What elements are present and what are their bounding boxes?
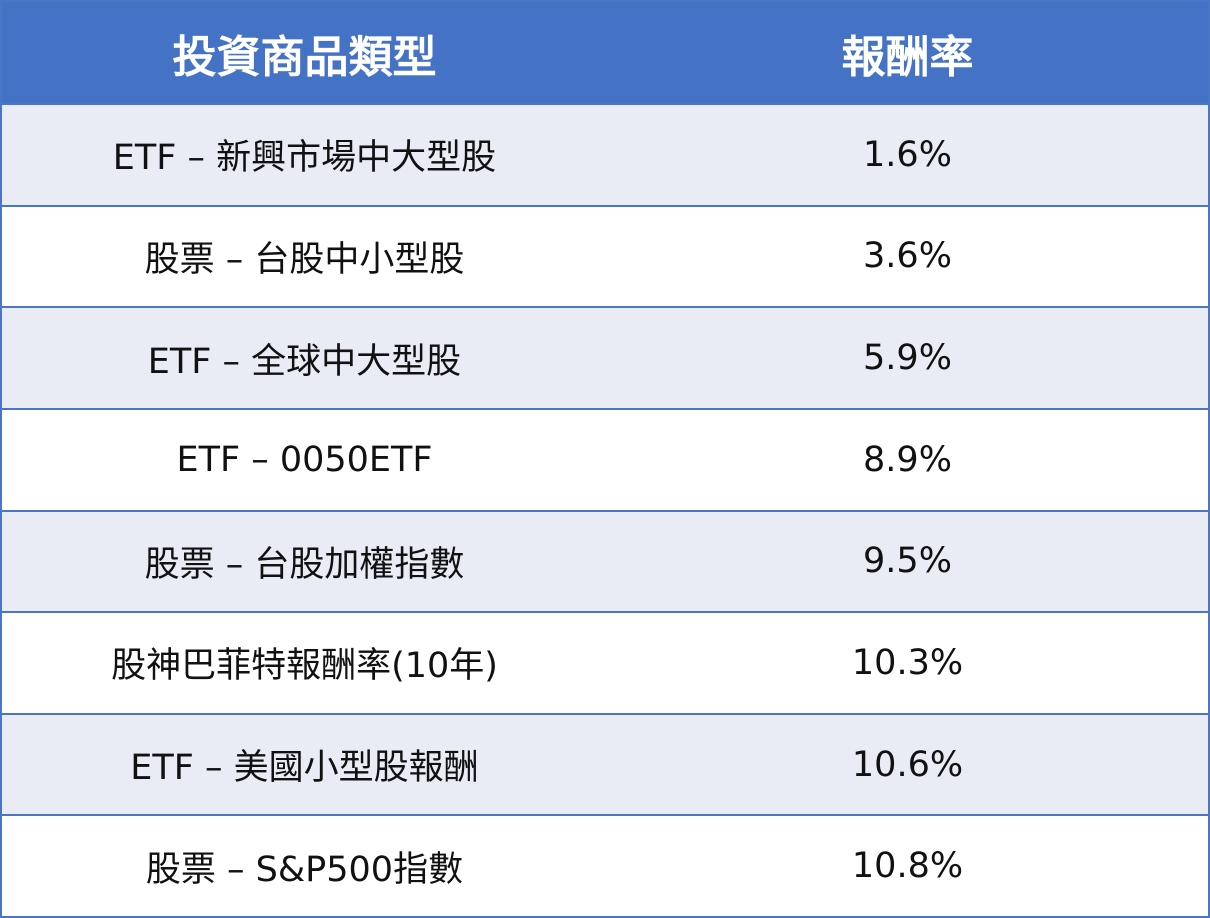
return-cell: 10.3% [607, 611, 1208, 713]
type-cell: 股票 – 台股中小型股 [2, 204, 607, 307]
type-cell: 股神巴菲特報酬率(10年) [2, 611, 607, 713]
header-cell: 投資商品類型 [2, 2, 607, 103]
type-cell: ETF – 全球中大型股 [2, 306, 607, 408]
return-cell: 9.5% [607, 509, 1208, 612]
header-cell: 報酬率 [607, 2, 1208, 103]
type-cell: 股票 – S&P500指數 [2, 814, 607, 916]
type-cell: ETF – 美國小型股報酬 [2, 712, 607, 815]
return-cell: 1.6% [607, 103, 1208, 205]
type-cell: ETF – 0050ETF [2, 407, 607, 510]
return-cell: 8.9% [607, 407, 1208, 510]
type-cell: ETF – 新興市場中大型股 [2, 103, 607, 205]
return-cell: 5.9% [607, 306, 1208, 408]
return-cell: 10.6% [607, 712, 1208, 815]
return-cell: 3.6% [607, 204, 1208, 307]
type-cell: 股票 – 台股加權指數 [2, 509, 607, 612]
return-cell: 10.8% [607, 814, 1208, 916]
